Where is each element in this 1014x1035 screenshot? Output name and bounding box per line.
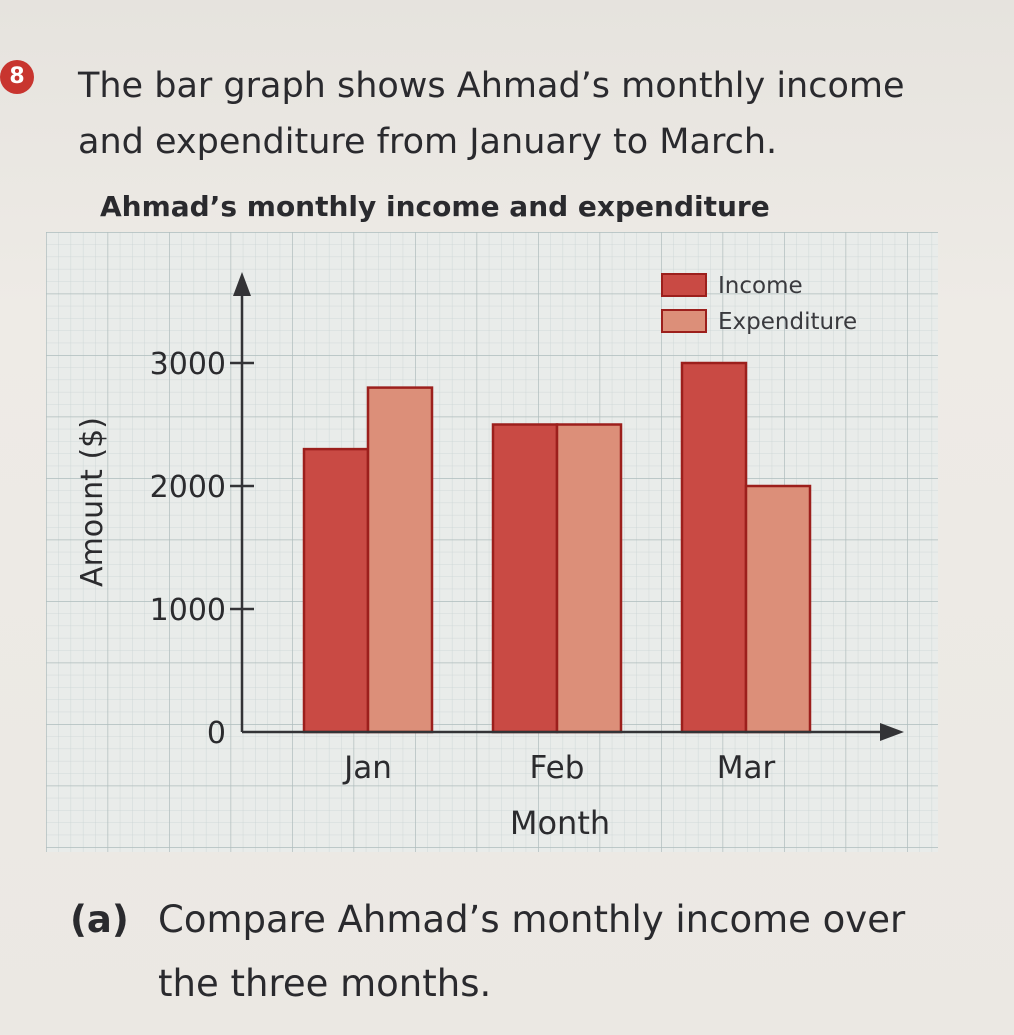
y-axis-label: Amount ($) (75, 417, 110, 587)
bar-expenditure-mar (744, 484, 812, 734)
legend: Income Expenditure (661, 273, 857, 335)
x-axis-arrowhead (880, 723, 904, 741)
sub-question-text: Compare Ahmad’s monthly income over the … (158, 888, 958, 1016)
sub-question-line-1: Compare Ahmad’s monthly income over (158, 898, 906, 941)
labels-layer: Jan Feb Mar 0 1000 2000 3000 Amount ($) Month (75, 347, 775, 842)
y-tick-label-2000: 2000 (150, 470, 226, 505)
x-axis-label: Month (510, 804, 610, 842)
bar-expenditure-feb (555, 423, 623, 734)
bar-expenditure-jan (366, 386, 434, 734)
bar-income-jan (302, 447, 370, 734)
bar-income-mar (680, 361, 748, 734)
question-line-1: The bar graph shows Ahmad’s monthly inco… (78, 66, 905, 106)
bar-chart: Jan Feb Mar 0 1000 2000 3000 Amount ($) Month In… (46, 232, 938, 852)
question-line-2: and expenditure from January to March. (78, 122, 778, 162)
question-text: The bar graph shows Ahmad’s monthly inco… (78, 58, 958, 170)
bar-chart-svg: Jan Feb Mar 0 1000 2000 3000 Amount ($) Month In… (46, 232, 938, 852)
sub-question-label: (a) (70, 898, 129, 941)
legend-swatch-expenditure (661, 309, 707, 333)
question-number-badge: 8 (0, 60, 34, 94)
x-tick-label-feb: Feb (530, 750, 585, 786)
legend-label-expenditure: Expenditure (718, 309, 857, 335)
y-tick-label-3000: 3000 (150, 347, 226, 382)
y-tick-label-0: 0 (207, 716, 226, 751)
x-tick-label-jan: Jan (342, 750, 392, 786)
legend-swatch-income (661, 273, 707, 297)
x-tick-label-mar: Mar (717, 750, 776, 786)
axes-layer (230, 272, 904, 741)
bar-income-feb (491, 423, 559, 734)
y-axis-arrowhead (233, 272, 251, 296)
y-tick-label-1000: 1000 (150, 593, 226, 628)
sub-question-line-2: the three months. (158, 962, 492, 1005)
bars-layer (302, 361, 812, 734)
legend-label-income: Income (718, 273, 803, 299)
chart-title: Ahmad’s monthly income and expenditure (100, 190, 770, 223)
